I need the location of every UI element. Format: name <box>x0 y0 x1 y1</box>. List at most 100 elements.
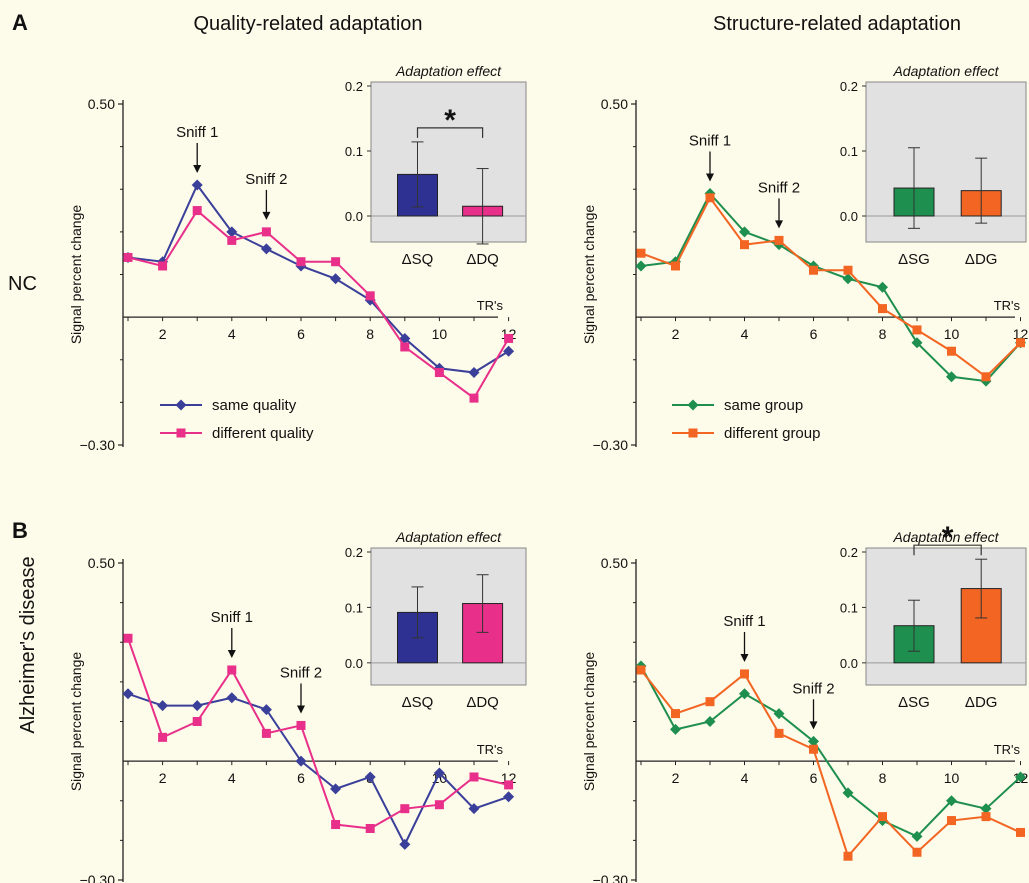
inset-y-tick-label: 0.0 <box>345 209 363 224</box>
data-point <box>469 772 479 782</box>
panel-a-structure: 0.50 −0.30 2 4 6 8 10 12 TR's Signal percent chan… <box>581 63 1028 453</box>
series-line-1 <box>640 669 1021 859</box>
data-point <box>912 325 922 335</box>
inset-category-label: ΔSQ <box>402 251 434 268</box>
data-point <box>739 688 750 700</box>
data-point <box>330 273 342 285</box>
data-point <box>808 735 819 747</box>
data-point <box>227 665 237 675</box>
data-point <box>364 771 376 783</box>
x-tick-label: 6 <box>810 770 818 786</box>
inset-y-tick-label: 0.0 <box>345 656 363 671</box>
data-point <box>192 206 202 216</box>
data-point <box>911 830 923 842</box>
x-tick-label: 8 <box>879 326 887 342</box>
inset-category-label: ΔDG <box>965 694 998 711</box>
data-point <box>1015 771 1026 783</box>
sniff-label: Sniff 1 <box>689 133 731 150</box>
sniff-arrow-head <box>740 653 749 662</box>
inset-y-tick-label: 0.2 <box>345 545 363 560</box>
data-point <box>330 783 342 795</box>
x-tick-label: 2 <box>672 326 680 342</box>
data-point <box>226 692 238 704</box>
data-point <box>809 265 818 275</box>
data-point <box>123 633 133 643</box>
y-axis-label: Signal percent change <box>68 652 84 792</box>
x-tick-label: 4 <box>228 770 236 786</box>
y-tick-label: 0.50 <box>88 96 115 112</box>
x-tick-label: 10 <box>944 326 960 342</box>
data-point <box>843 265 853 275</box>
inset-y-tick-label: 0.2 <box>840 79 858 94</box>
data-point <box>705 193 715 203</box>
data-point <box>434 368 444 378</box>
y-tick-label: 0.50 <box>88 555 115 571</box>
y-tick-label: −0.30 <box>80 437 116 453</box>
data-point <box>774 728 784 738</box>
significance-bracket <box>913 544 982 556</box>
data-point <box>365 823 375 833</box>
data-point <box>809 744 818 754</box>
data-point <box>947 816 956 826</box>
inset-y-tick-label: 0.1 <box>840 600 858 615</box>
inset-y-tick-label: 0.1 <box>345 144 363 159</box>
inset-category-label: ΔSG <box>898 694 930 711</box>
x-axis-label: TR's <box>477 742 504 757</box>
series-line-1 <box>127 209 510 400</box>
data-point <box>704 716 716 727</box>
legend-marker <box>688 428 698 438</box>
inset-title: Adaptation effect <box>395 63 502 79</box>
sniff-label: Sniff 2 <box>245 171 287 188</box>
data-point <box>157 700 169 712</box>
inset-y-tick-label: 0.1 <box>345 600 363 615</box>
x-tick-label: 6 <box>810 326 818 342</box>
data-point <box>433 767 445 779</box>
series-line-0 <box>127 692 509 847</box>
row-label-nc: NC <box>8 273 37 295</box>
data-point <box>400 342 410 352</box>
data-point <box>878 304 887 314</box>
data-point <box>670 723 681 735</box>
data-point <box>331 820 341 830</box>
inset-category-label: ΔDG <box>965 251 998 268</box>
series-line-1 <box>640 195 1022 379</box>
series-line-1 <box>127 637 509 830</box>
legend-marker <box>687 399 699 411</box>
sniff-label: Sniff 2 <box>792 680 834 697</box>
row-letter-b: B <box>12 518 28 543</box>
data-point <box>636 248 646 258</box>
data-point <box>468 803 480 815</box>
data-point <box>503 345 515 357</box>
sniff-arrow-head <box>297 705 305 714</box>
data-point <box>842 787 854 799</box>
data-point <box>123 252 133 262</box>
sniff-arrow-head <box>227 649 236 658</box>
inset-title: Adaptation effect <box>892 63 999 79</box>
data-point <box>331 257 341 267</box>
data-point <box>227 235 237 245</box>
data-point <box>740 240 749 250</box>
data-point <box>671 261 680 271</box>
legend-label: different group <box>724 425 820 442</box>
series-line-0 <box>640 665 1022 838</box>
y-tick-label: −0.30 <box>80 872 116 883</box>
data-point <box>671 709 680 719</box>
data-point <box>705 697 715 707</box>
inset-y-tick-label: 0.0 <box>840 209 858 224</box>
data-point <box>260 704 272 716</box>
data-point <box>191 700 203 712</box>
data-point <box>503 791 515 803</box>
data-point <box>226 226 238 238</box>
data-point <box>843 851 853 861</box>
inset-y-tick-label: 0.2 <box>840 545 858 560</box>
data-point <box>636 665 646 675</box>
x-tick-label: 8 <box>879 770 887 786</box>
data-point <box>946 371 957 383</box>
sniff-arrow-head <box>706 173 714 182</box>
x-tick-label: 12 <box>1013 326 1029 342</box>
x-tick-label: 10 <box>944 770 960 786</box>
x-tick-label: 2 <box>672 770 680 786</box>
data-point <box>635 260 647 272</box>
